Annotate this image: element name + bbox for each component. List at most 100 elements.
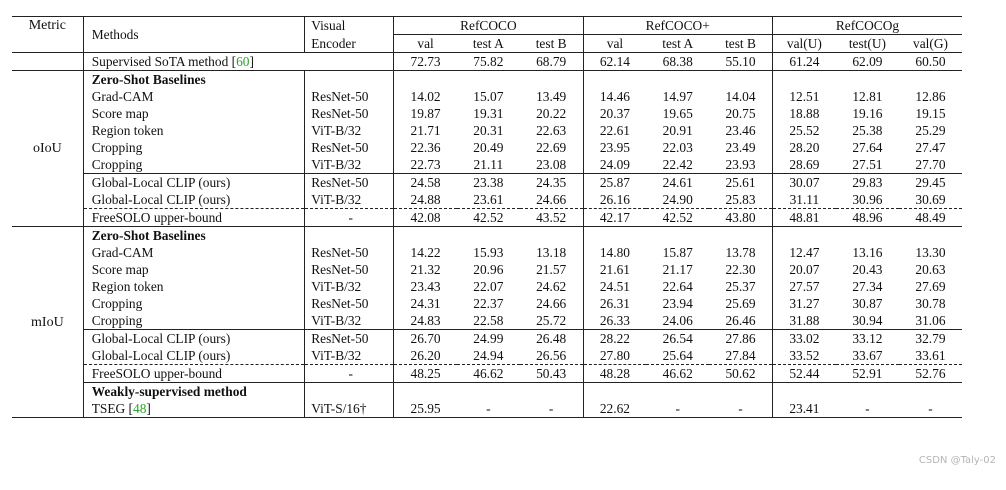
table-cell: 27.84 [725, 348, 756, 363]
visual-encoder: ViT-B/32 [304, 156, 394, 174]
table-cell: 14.22 [393, 244, 457, 261]
group-refcocog: RefCOCOg [771, 16, 962, 35]
table-cell: 72.73 [393, 52, 457, 71]
table-cell: 25.52 [771, 122, 836, 139]
table-cell: 24.06 [662, 313, 693, 328]
visual-encoder: ResNet-50 [304, 261, 394, 278]
table-cell: 33.52 [771, 347, 836, 365]
visual-encoder: ResNet-50 [304, 173, 394, 191]
method-name: Global-Local CLIP (ours) [82, 191, 305, 209]
col-refcocoplus-val: val [582, 34, 647, 53]
method-label: Supervised SoTA method [ [91, 54, 237, 69]
table-cell: - [835, 400, 899, 418]
table-cell: 12.51 [771, 88, 836, 105]
metric-label-oiou: oIoU [12, 70, 84, 227]
table-cell: 50.43 [519, 364, 584, 383]
table-cell: 29.45 [898, 173, 962, 191]
method-name: Region token [82, 278, 305, 295]
table-cell: 25.38 [852, 123, 883, 138]
visual-encoder: ViT-B/32 [304, 347, 394, 365]
table-cell: 31.11 [771, 191, 836, 209]
empty-cell [456, 70, 520, 88]
table-cell: 24.88 [393, 191, 457, 209]
table-row: FreeSOLO upper-bound -42.08 42.52 43.52 42.1… [12, 208, 962, 227]
table-row: Cropping ViT-B/32 24.83 22.58 25.72 26.33 24.0… [12, 312, 962, 330]
col-refcoco-testa: test A [472, 36, 504, 51]
table-cell: 30.78 [915, 296, 946, 311]
table-cell: 23.38 [456, 173, 520, 191]
table-cell: 61.24 [771, 52, 836, 71]
encoder-header-line1: Visual [304, 16, 394, 35]
visual-encoder: ViT-B/32 [304, 278, 394, 295]
table-row: Supervised SoTA method [60] 72.73 75.82 68.… [12, 52, 962, 71]
empty-cell [582, 382, 647, 400]
table-cell: 60.50 [898, 52, 962, 71]
table-cell: 19.16 [852, 106, 883, 121]
results-table: Metric Methods Visual RefCOCO RefCOCO+ R… [12, 16, 962, 418]
table-cell: 26.33 [582, 312, 647, 330]
table-cell: 48.81 [771, 208, 836, 227]
table-cell: 21.57 [536, 262, 567, 277]
table-row: Global-Local CLIP (ours) ResNet-50 24.58 23… [12, 173, 962, 191]
table-cell: 13.18 [536, 245, 567, 260]
method-name: Global-Local CLIP (ours) [82, 329, 305, 347]
table-row: FreeSOLO upper-bound -48.25 46.62 50.43 48.2… [12, 364, 962, 383]
table-cell: 21.17 [662, 262, 693, 277]
table-cell: 25.69 [725, 296, 756, 311]
col-refcocog-valu: val(U) [771, 34, 836, 53]
empty-cell [582, 70, 647, 88]
table-cell: 18.88 [771, 105, 836, 122]
empty-cell [898, 226, 962, 244]
table-cell: 23.49 [725, 140, 756, 155]
table-cell: 24.83 [393, 312, 457, 330]
col-refcoco-val: val [393, 34, 457, 53]
table-cell: 33.67 [852, 348, 883, 363]
empty-cell [304, 70, 394, 88]
table-row: Global-Local CLIP (ours) ResNet-50 26.70 24… [12, 329, 962, 347]
table-cell: 20.22 [536, 106, 567, 121]
visual-encoder: - [304, 208, 394, 227]
empty-cell [835, 70, 899, 88]
citation: 48 [133, 401, 147, 416]
table-cell: 52.44 [771, 364, 836, 383]
table-row: Grad-CAM ResNet-50 14.22 15.93 13.18 14.80 15.… [12, 244, 962, 261]
col-refcocoplus-testb: test B [725, 36, 756, 51]
table-cell: 24.31 [393, 295, 457, 312]
method-label: TSEG [ [91, 401, 134, 416]
section-title: Zero-Shot Baselines [82, 226, 305, 244]
table-cell: - [709, 400, 773, 418]
table-row: Global-Local CLIP (ours) ViT-B/32 24.88 23.… [12, 191, 962, 209]
section-row: Weakly-supervised method [12, 382, 962, 400]
empty-cell [898, 70, 962, 88]
table-cell: 62.14 [582, 52, 647, 71]
table-row: Global-Local CLIP (ours) ViT-B/32 26.20 24.… [12, 347, 962, 365]
table-cell: 31.27 [771, 295, 836, 312]
visual-encoder: ViT-B/32 [304, 191, 394, 209]
table-cell: 48.96 [835, 208, 899, 227]
table-cell: 33.61 [915, 348, 946, 363]
table-cell: 27.86 [709, 329, 773, 347]
watermark: CSDN @Taly-02 [918, 455, 996, 466]
table-cell: 15.93 [473, 245, 504, 260]
table-cell: 13.16 [852, 245, 883, 260]
table-cell: 27.69 [915, 279, 946, 294]
table-cell: 24.61 [646, 173, 710, 191]
table-cell: 25.37 [725, 279, 756, 294]
method-name: FreeSOLO upper-bound [82, 208, 305, 227]
table-cell: 48.28 [582, 364, 647, 383]
table-cell: 22.63 [536, 123, 567, 138]
table-cell: 12.86 [915, 89, 946, 104]
method-name: Cropping [82, 139, 305, 156]
table-cell: 13.78 [725, 245, 756, 260]
table-cell: 20.43 [852, 262, 883, 277]
table-cell: 23.93 [725, 157, 756, 172]
table-cell: 24.94 [473, 348, 504, 363]
table-cell: 24.66 [536, 192, 567, 207]
table-cell: 13.49 [536, 89, 567, 104]
method-name: Score map [82, 105, 305, 122]
table-cell: 14.97 [662, 89, 693, 104]
table-cell: 14.04 [725, 89, 756, 104]
table-cell: 20.31 [473, 123, 504, 138]
table-cell: 21.32 [393, 261, 457, 278]
method-name: Global-Local CLIP (ours) [82, 347, 305, 365]
